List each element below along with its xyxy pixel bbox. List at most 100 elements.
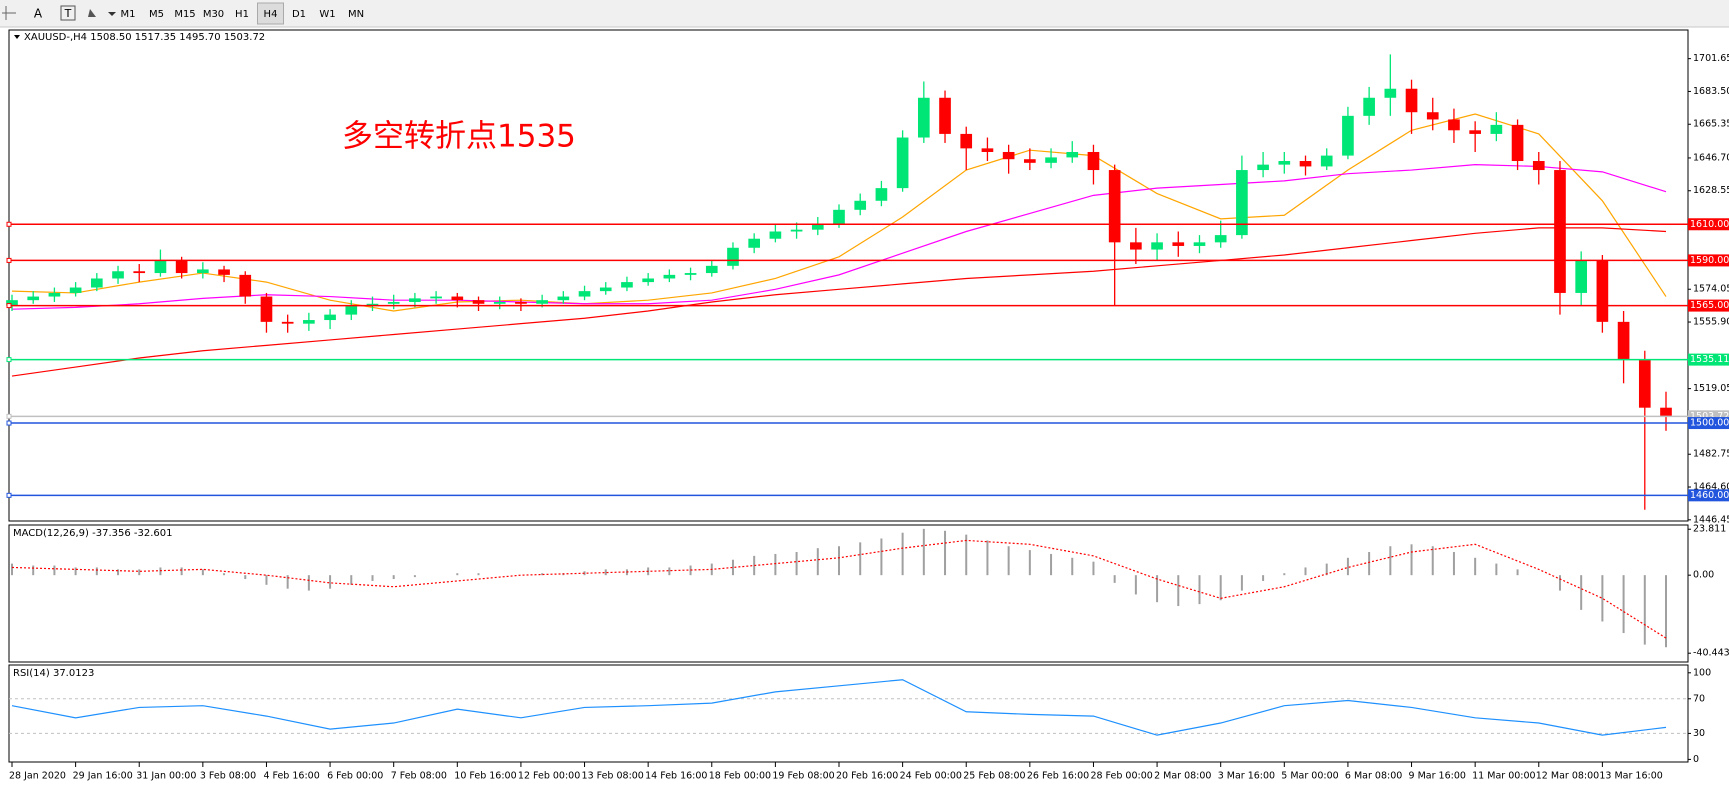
tool-button[interactable]: A	[34, 7, 43, 21]
chart-header: XAUUSD-,H4 1508.50 1517.35 1495.70 1503.…	[24, 32, 265, 43]
candle-body	[1469, 130, 1481, 134]
candle-body	[1405, 88, 1418, 113]
level-label: 1500.00	[1690, 418, 1729, 429]
candle-body	[1214, 235, 1227, 243]
text-icon[interactable]: T	[60, 5, 76, 21]
candle-body	[69, 287, 82, 293]
candle-body	[727, 247, 739, 266]
level-handle	[6, 303, 12, 309]
level-label-bg	[1688, 218, 1729, 231]
candle-body	[154, 260, 167, 274]
level-label-bg	[1688, 254, 1729, 267]
y-tick-label: 100	[1693, 667, 1711, 678]
candle-body	[1278, 161, 1291, 165]
candle-body	[387, 301, 400, 304]
x-tick-label: 31 Jan 00:00	[136, 771, 196, 782]
candle-body	[239, 274, 252, 297]
moving-average	[11, 164, 1667, 310]
level-label-bg	[1688, 489, 1729, 502]
x-tick-label: 13 Mar 16:00	[1599, 771, 1662, 782]
x-tick-label: 28 Jan 2020	[9, 771, 66, 782]
candle-body	[324, 314, 336, 321]
shapes-icon[interactable]	[88, 9, 116, 17]
timeframe-button[interactable]: M15	[174, 9, 195, 20]
y-tick-label: -40.443	[1693, 648, 1729, 659]
candle-body	[1002, 151, 1015, 160]
x-tick-label: 28 Feb 00:00	[1090, 771, 1152, 782]
timeframe-button[interactable]: M1	[121, 9, 136, 20]
candle-body	[896, 137, 909, 189]
y-tick-label: 1446.45	[1693, 514, 1729, 525]
candle-body	[1384, 88, 1397, 98]
x-tick-label: 11 Mar 00:00	[1472, 771, 1535, 782]
candle-body	[1554, 170, 1566, 293]
x-tick-label: 12 Feb 00:00	[518, 771, 580, 782]
level-label-bg	[1688, 417, 1729, 430]
x-tick-label: 6 Feb 00:00	[327, 771, 383, 782]
candle-body	[684, 273, 697, 275]
candle-body	[197, 269, 209, 274]
y-tick-label: 0.00	[1693, 570, 1714, 581]
x-tick-label: 12 Mar 08:00	[1536, 771, 1599, 782]
macd-pane	[8, 524, 1689, 663]
x-tick-label: 4 Feb 16:00	[263, 771, 319, 782]
candle-body	[854, 200, 867, 210]
candle-body	[748, 238, 761, 248]
candle-body	[1596, 260, 1609, 322]
candle-body	[175, 260, 188, 274]
symbol-arrow	[14, 35, 20, 39]
candle-body	[48, 292, 61, 297]
timeframe-button[interactable]: MN	[348, 9, 364, 20]
candle-body	[621, 282, 633, 288]
candle-body	[1511, 124, 1524, 162]
timeframe-button[interactable]: H1	[235, 9, 249, 20]
candle-body	[833, 209, 845, 225]
candle-body	[493, 301, 506, 304]
svg-text:T: T	[64, 7, 72, 20]
y-tick-label: 1519.05	[1693, 383, 1729, 394]
crosshair-icon[interactable]	[2, 6, 16, 20]
candle-body	[769, 231, 782, 239]
level-label: 1460.00	[1690, 490, 1729, 501]
moving-average	[11, 113, 1667, 312]
timeframe-button[interactable]: D1	[292, 9, 306, 20]
y-tick-label: 1574.05	[1693, 284, 1729, 295]
candle-body	[1236, 170, 1248, 236]
candle-body	[1066, 151, 1079, 158]
x-tick-label: 3 Mar 16:00	[1218, 771, 1275, 782]
level-label: 1610.00	[1690, 219, 1729, 230]
timeframe-button[interactable]: M30	[203, 9, 224, 20]
y-tick-label: 1464.60	[1693, 482, 1729, 493]
timeframe-button[interactable]: W1	[319, 9, 335, 20]
rsi-line	[11, 679, 1667, 736]
rsi-pane	[8, 664, 1689, 763]
level-label: 1503.72	[1690, 411, 1729, 422]
candle-body	[536, 300, 548, 304]
x-tick-label: 24 Feb 00:00	[900, 771, 962, 782]
candle-body	[515, 301, 527, 304]
candle-body	[472, 300, 485, 304]
candle-body	[1193, 242, 1206, 246]
candle-body	[790, 229, 803, 232]
candle-body	[1045, 157, 1057, 163]
candle-body	[1490, 124, 1503, 134]
level-handle	[6, 357, 12, 363]
level-handle	[6, 221, 12, 227]
candle-body	[1299, 161, 1312, 167]
annotation: 多空转折点1535	[342, 119, 576, 155]
macd-label: MACD(12,26,9) -37.356 -32.601	[13, 528, 173, 539]
timeframe-button[interactable]: H4	[264, 9, 278, 20]
candle-body	[557, 296, 570, 301]
candle-body	[1172, 242, 1185, 246]
y-tick-label: 1683.50	[1693, 86, 1729, 97]
candle-body	[1151, 242, 1163, 250]
timeframe-button[interactable]: M5	[149, 9, 164, 20]
y-tick-label: 30	[1693, 728, 1705, 739]
x-tick-label: 19 Feb 08:00	[772, 771, 834, 782]
x-tick-label: 18 Feb 00:00	[709, 771, 771, 782]
candle-body	[430, 296, 442, 299]
rsi-label: RSI(14) 37.0123	[13, 668, 94, 679]
y-tick-label: 0	[1693, 754, 1699, 765]
y-tick-label: 1646.70	[1693, 152, 1729, 163]
x-tick-label: 25 Feb 08:00	[963, 771, 1025, 782]
